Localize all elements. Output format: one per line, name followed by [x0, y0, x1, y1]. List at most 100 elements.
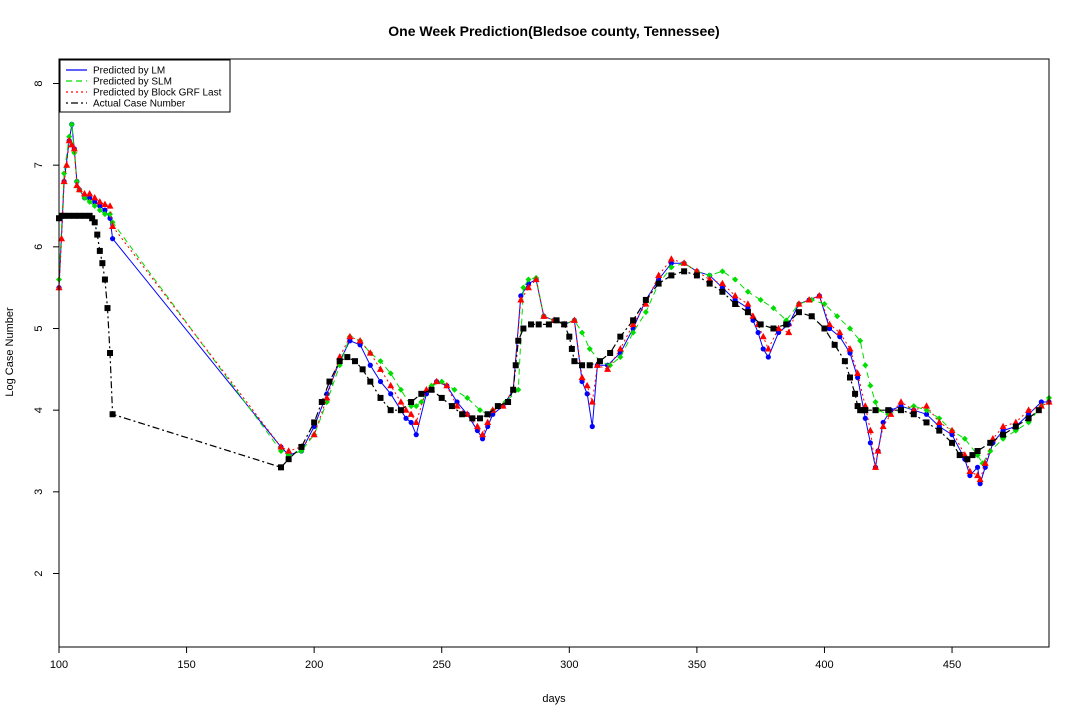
data-point	[874, 447, 882, 454]
data-point	[344, 354, 351, 361]
data-point	[512, 362, 519, 369]
series-line	[58, 124, 1050, 465]
data-point	[347, 338, 353, 344]
data-point	[857, 337, 864, 344]
data-point	[617, 354, 624, 361]
data-point	[377, 378, 384, 385]
data-point	[89, 215, 96, 222]
data-point	[604, 365, 612, 372]
x-tick-label: 200	[305, 659, 323, 671]
data-point	[413, 403, 420, 410]
data-point	[607, 350, 614, 356]
data-point	[1025, 406, 1033, 413]
data-point	[104, 305, 111, 312]
data-point	[680, 259, 688, 266]
data-point	[76, 212, 83, 219]
data-point	[936, 427, 943, 434]
data-point	[402, 406, 410, 413]
data-point	[73, 178, 80, 185]
data-point	[403, 415, 409, 421]
x-tick-label: 400	[815, 659, 833, 671]
data-point	[584, 391, 590, 397]
legend-box	[59, 59, 231, 113]
x-tick-label: 450	[943, 659, 961, 671]
data-point	[862, 407, 869, 414]
data-point	[1012, 418, 1020, 426]
data-point	[91, 194, 99, 201]
data-point	[60, 177, 68, 185]
data-point	[86, 189, 94, 197]
data-point	[668, 272, 675, 279]
series-1	[56, 121, 1052, 467]
data-point	[528, 321, 535, 328]
y-tick-label: 7	[33, 162, 45, 168]
data-point	[96, 247, 103, 254]
data-point	[311, 419, 318, 426]
data-point	[976, 475, 984, 483]
x-tick-label: 250	[433, 659, 451, 671]
data-point	[846, 345, 854, 352]
plot-frame	[58, 58, 1050, 648]
data-point	[310, 430, 318, 438]
data-point	[718, 279, 726, 287]
data-point	[97, 203, 103, 209]
data-point	[936, 415, 943, 422]
data-point	[981, 459, 989, 466]
data-point	[101, 200, 109, 207]
data-point	[667, 255, 675, 262]
data-point	[616, 345, 624, 352]
data-point	[479, 436, 486, 442]
data-point	[109, 411, 116, 418]
data-point	[58, 234, 66, 242]
data-point	[298, 443, 305, 450]
data-point	[326, 378, 333, 385]
data-point	[499, 402, 507, 409]
data-point	[755, 329, 761, 336]
data-point	[407, 410, 415, 417]
data-point	[438, 394, 445, 401]
data-point	[964, 456, 971, 463]
data-point	[568, 345, 575, 352]
data-point	[910, 411, 917, 418]
data-point	[579, 329, 586, 336]
data-point	[831, 341, 838, 348]
data-point	[367, 378, 374, 385]
data-point	[81, 212, 88, 219]
data-point	[949, 439, 956, 446]
data-point	[433, 377, 441, 385]
data-point	[515, 337, 522, 344]
data-point	[815, 292, 823, 299]
data-point	[520, 284, 527, 291]
data-point	[66, 212, 73, 219]
data-point	[70, 145, 78, 152]
x-axis: 100 150 200 250 300 350 400 450	[50, 646, 961, 671]
data-point	[484, 411, 491, 418]
data-point	[596, 358, 603, 365]
data-point	[862, 362, 869, 369]
data-point	[910, 403, 917, 410]
data-point	[967, 472, 973, 479]
data-point	[583, 381, 591, 389]
data-point	[846, 325, 853, 332]
data-point	[956, 452, 963, 459]
data-point	[561, 321, 568, 328]
data-point	[87, 195, 93, 201]
data-point	[706, 280, 713, 287]
data-point	[81, 189, 89, 197]
data-point	[86, 198, 93, 205]
data-point	[101, 211, 108, 218]
data-point	[974, 448, 981, 454]
data-point	[759, 332, 767, 340]
data-point	[923, 411, 930, 417]
series-layer	[55, 121, 1053, 487]
y-tick-label: 3	[33, 489, 45, 495]
data-point	[642, 300, 650, 307]
data-point	[846, 374, 853, 381]
data-point	[887, 410, 895, 417]
data-point	[693, 267, 701, 274]
data-point	[593, 361, 601, 368]
series-line	[58, 139, 1050, 481]
data-point	[357, 342, 363, 348]
data-point	[453, 402, 461, 409]
data-point	[668, 264, 675, 271]
